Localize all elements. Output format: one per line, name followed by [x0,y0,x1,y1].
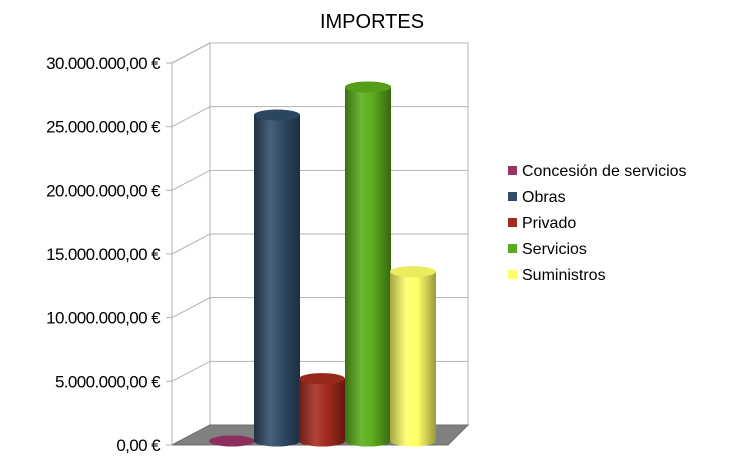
bar [345,81,391,447]
chart-title: IMPORTES [320,11,424,33]
bar [254,109,300,447]
bar-top [345,81,391,93]
y-tick-label: 10.000.000,00 € [46,309,161,328]
legend-swatch [508,244,517,253]
bar-body [345,87,391,447]
bar-body [390,271,436,447]
legend-label: Suministros [522,267,606,284]
y-tick-label: 20.000.000,00 € [46,181,161,200]
legend-label: Concesión de servicios [522,163,687,180]
y-tick-label: 15.000.000,00 € [46,245,161,264]
y-axis: 0,00 € 5.000.000,00 € 10.000.000,00 € 15.00… [46,54,173,455]
legend-swatch [508,166,517,175]
legend: Concesión de servicios Obras Privado Servic… [508,163,687,284]
bars [209,81,436,447]
gridline [171,42,468,64]
y-tick-label: 0,00 € [116,436,161,455]
legend-swatch [508,218,517,227]
bar [390,266,436,447]
y-tick-label: 25.000.000,00 € [46,118,161,137]
legend-label: Obras [522,189,566,206]
legend-swatch [508,270,517,279]
bar [299,373,345,447]
bar-top [299,373,345,385]
y-tick-label: 30.000.000,00 € [46,54,161,73]
legend-swatch [508,192,517,201]
bar-top [209,435,255,447]
bar-body [299,378,345,447]
legend-label: Servicios [522,241,587,258]
bar-top [254,109,300,121]
bar [209,435,255,447]
legend-label: Privado [522,215,576,232]
y-tick-label: 5.000.000,00 € [55,372,161,391]
bar-body [254,115,300,447]
bar-top [390,266,436,278]
